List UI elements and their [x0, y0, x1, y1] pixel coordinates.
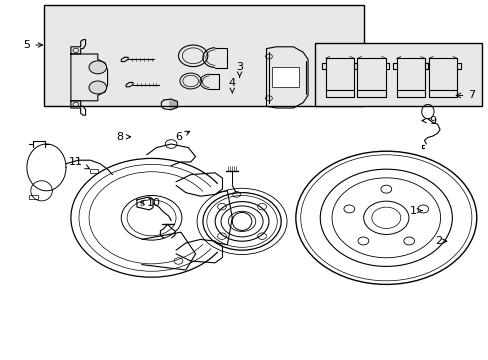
Text: 1: 1 — [409, 206, 422, 216]
Text: 2: 2 — [435, 236, 446, 246]
Circle shape — [89, 81, 106, 94]
Bar — [29, 195, 38, 199]
Text: 11: 11 — [69, 157, 89, 169]
Text: 7: 7 — [455, 90, 474, 100]
Text: 8: 8 — [116, 132, 130, 142]
Text: 4: 4 — [228, 78, 235, 93]
Bar — [272, 67, 299, 87]
Bar — [44, 5, 364, 106]
Text: 9: 9 — [421, 116, 435, 126]
Circle shape — [89, 61, 106, 74]
Text: 5: 5 — [23, 40, 42, 50]
Text: 6: 6 — [175, 131, 189, 142]
Text: 10: 10 — [140, 198, 161, 208]
Bar — [315, 43, 481, 106]
Text: 3: 3 — [236, 62, 243, 77]
Bar — [90, 169, 98, 173]
